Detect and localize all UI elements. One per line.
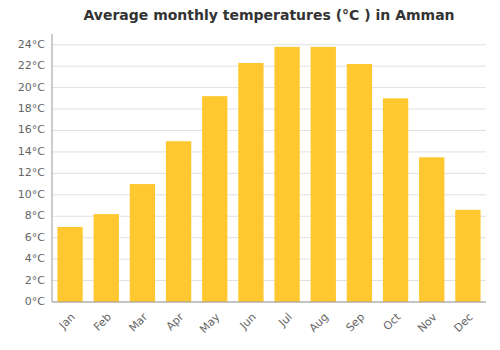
y-tick-label: 0°C bbox=[25, 295, 45, 308]
y-tick-label: 24°C bbox=[18, 38, 45, 51]
x-tick-label: Oct bbox=[381, 310, 404, 333]
y-tick-label: 18°C bbox=[18, 102, 45, 115]
bar bbox=[419, 157, 444, 302]
bar bbox=[238, 63, 263, 302]
grid bbox=[52, 45, 486, 302]
bar bbox=[311, 47, 336, 302]
bar bbox=[202, 96, 227, 302]
grid-line bbox=[52, 109, 486, 110]
bar bbox=[130, 184, 155, 302]
x-tick-label: Feb bbox=[91, 311, 114, 334]
chart-title: Average monthly temperatures (°C ) in Am… bbox=[83, 7, 454, 23]
bar bbox=[94, 214, 119, 302]
bar bbox=[166, 141, 191, 302]
x-tick-label: Mar bbox=[126, 310, 150, 334]
chart-container: 0°C 2°C 4°C 6°C 8°C 10°C 12°C 14°C 16°C 18°C 20°C 2… bbox=[0, 0, 500, 350]
bar bbox=[57, 227, 82, 302]
y-tick-label: 12°C bbox=[18, 166, 45, 179]
y-tick-label: 6°C bbox=[25, 231, 45, 244]
grid-line bbox=[52, 130, 486, 131]
y-tick-label: 14°C bbox=[18, 145, 45, 158]
y-tick-label: 20°C bbox=[18, 81, 45, 94]
y-tick-label: 4°C bbox=[25, 252, 45, 265]
x-tick-label: Jan bbox=[56, 311, 78, 333]
x-axis-line bbox=[52, 302, 486, 303]
grid-line bbox=[52, 44, 486, 45]
bars bbox=[57, 47, 480, 302]
x-tick-label: Dec bbox=[451, 311, 475, 335]
y-tick-label: 16°C bbox=[18, 123, 45, 136]
grid-line bbox=[52, 151, 486, 152]
x-tick-label: Aug bbox=[307, 311, 331, 335]
bar bbox=[274, 47, 299, 302]
x-tick-label: Sep bbox=[343, 311, 367, 335]
x-tick-label: Apr bbox=[164, 310, 187, 333]
y-tick-label: 2°C bbox=[25, 274, 45, 287]
y-tick-label: 22°C bbox=[18, 59, 45, 72]
grid-line bbox=[52, 87, 486, 88]
y-axis-line bbox=[52, 34, 53, 302]
bar bbox=[383, 98, 408, 302]
chart-svg: 0°C 2°C 4°C 6°C 8°C 10°C 12°C 14°C 16°C 18°C 20°C 2… bbox=[0, 0, 500, 350]
y-tick-label: 8°C bbox=[25, 209, 45, 222]
bar bbox=[455, 210, 480, 302]
grid-line bbox=[52, 66, 486, 67]
grid-line bbox=[52, 302, 486, 303]
x-tick-label: Nov bbox=[415, 310, 440, 335]
y-tick-label: 10°C bbox=[18, 188, 45, 201]
x-tick-label: May bbox=[197, 310, 223, 336]
bar bbox=[347, 64, 372, 302]
x-tick-label: Jul bbox=[276, 311, 295, 330]
x-tick-label: Jun bbox=[237, 311, 259, 333]
